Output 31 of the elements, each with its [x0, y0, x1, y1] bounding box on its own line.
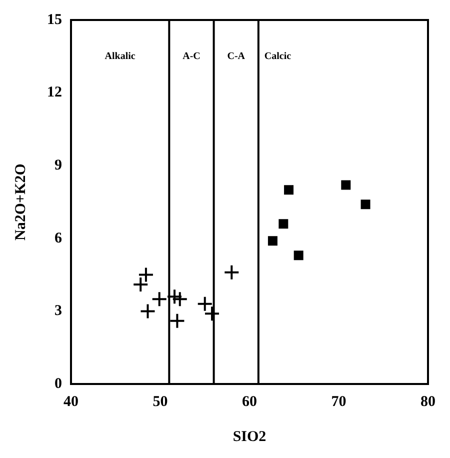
- point: [224, 264, 240, 280]
- x-tick-label: 60: [242, 394, 257, 410]
- point: [294, 250, 304, 260]
- y-tick-label: 0: [54, 376, 62, 392]
- y-axis-title: Na2O+K2O: [12, 164, 29, 240]
- point: [268, 236, 278, 246]
- annotation: Alkalic: [104, 50, 136, 62]
- point: [132, 276, 149, 293]
- x-axis-title: SIO2: [232, 428, 266, 445]
- point: [341, 180, 351, 190]
- y-tick-label: 6: [54, 230, 62, 246]
- y-tick-label: 9: [54, 157, 62, 174]
- point: [151, 291, 168, 308]
- x-tick-label: 70: [331, 394, 346, 410]
- point: [138, 266, 154, 283]
- annotation: C-A: [227, 50, 246, 62]
- point: [169, 312, 186, 329]
- point: [166, 288, 183, 305]
- y-tick-label: 12: [47, 84, 62, 101]
- point: [284, 185, 294, 195]
- x-tick-label: 50: [152, 394, 168, 410]
- point: [360, 200, 370, 210]
- annotation: A-C: [182, 50, 200, 62]
- point: [172, 291, 188, 308]
- x-tick-label: 80: [420, 394, 436, 410]
- x-tick-label: 40: [64, 394, 78, 410]
- annotation: Calcic: [264, 50, 292, 62]
- point: [140, 303, 156, 320]
- y-tick-label: 3: [54, 303, 62, 320]
- y-tick-label: 15: [47, 12, 62, 28]
- point: [278, 219, 288, 229]
